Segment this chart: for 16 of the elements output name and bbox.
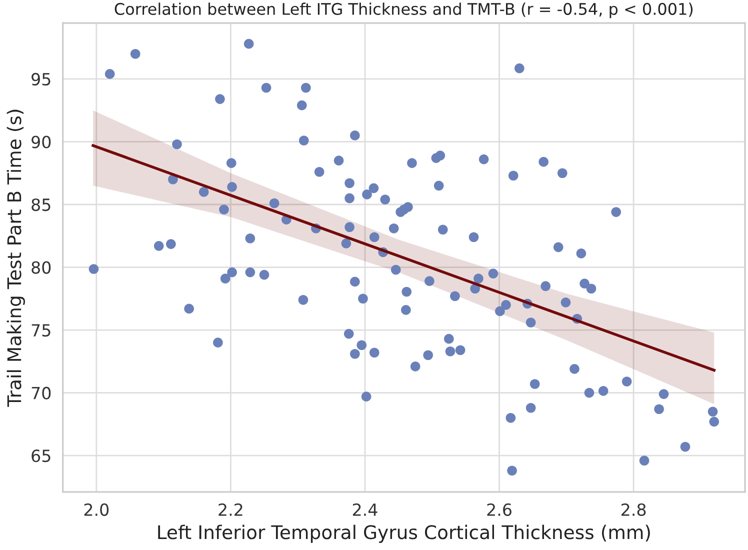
y-tick-label: 95 xyxy=(32,72,50,86)
x-tick-label: 2.4 xyxy=(352,503,378,516)
x-tick-label: 2.2 xyxy=(218,503,242,516)
y-tick-label: 90 xyxy=(32,136,51,148)
x-axis-title: Left Inferior Temporal Gyrus Cortical Thickness (mm) xyxy=(158,524,650,543)
y-tick-label: 70 xyxy=(32,386,51,400)
line-series xyxy=(92,144,716,372)
y-axis-title: Trail Making Test Part B Time (s) xyxy=(6,110,25,407)
y-tick-label: 85 xyxy=(32,198,50,212)
y-tick-label: 80 xyxy=(32,261,51,274)
y-tick-label: 65 xyxy=(32,450,50,462)
x-tick-label: 2.8 xyxy=(622,503,646,516)
y-tick-label: 75 xyxy=(32,324,50,337)
chart-title: Correlation between Left ITG Thickness and TMT-B (r = -0.54, p < 0.001) xyxy=(114,2,693,18)
x-tick-label: 2.6 xyxy=(487,503,512,516)
x-tick-label: 2.0 xyxy=(84,503,109,516)
